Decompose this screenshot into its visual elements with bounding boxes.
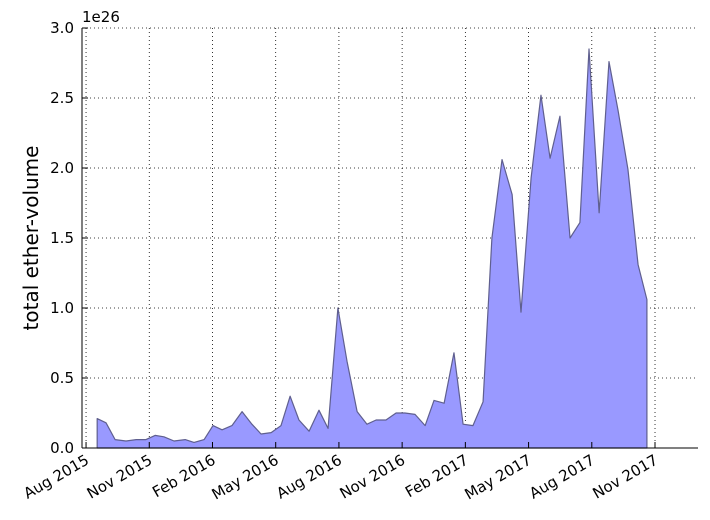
x-tick-label: Feb 2017 (402, 451, 471, 501)
x-tick-label: Feb 2016 (149, 451, 218, 501)
area (96, 48, 648, 449)
y-tick-label: 3.0 (50, 19, 74, 37)
y-tick-label: 0.5 (50, 369, 74, 387)
offset-text: 1e26 (82, 8, 120, 26)
y-tick-label: 2.0 (50, 159, 74, 177)
x-tick-label: Aug 2017 (526, 451, 598, 503)
x-tick-label: May 2016 (209, 451, 282, 504)
x-tick-label: Nov 2016 (337, 451, 409, 503)
y-axis-label: total ether-volume (19, 146, 43, 331)
x-tick-label: May 2017 (462, 451, 535, 504)
x-tick-label: Aug 2015 (20, 451, 92, 503)
x-tick-label: Nov 2015 (84, 451, 156, 503)
y-tick-label: 1.5 (50, 229, 74, 247)
x-tick-label: Nov 2017 (589, 451, 661, 503)
y-tick-label: 1.0 (50, 299, 74, 317)
y-tick-label: 2.5 (50, 89, 74, 107)
x-tick-label: Aug 2016 (273, 451, 345, 503)
y-tick-label: 0.0 (50, 439, 74, 457)
